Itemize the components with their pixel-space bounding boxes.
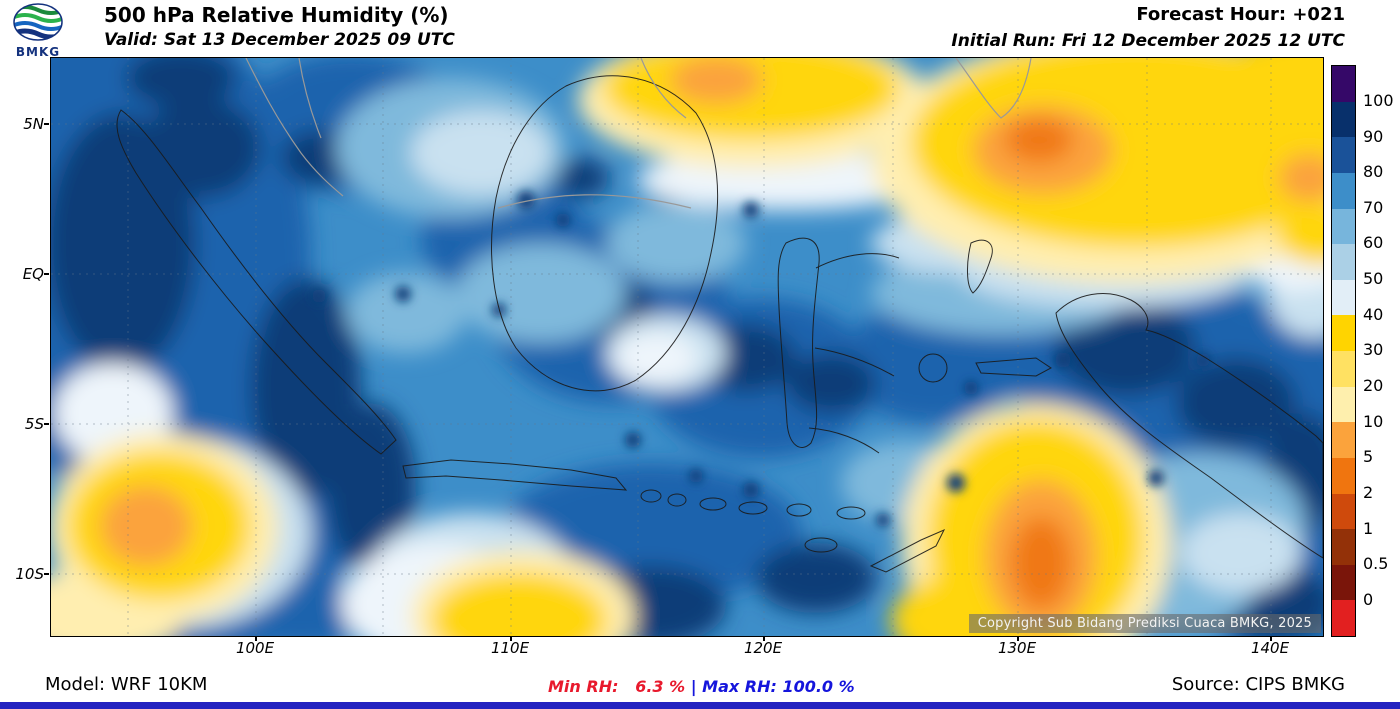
humidity-map: Copyright Sub Bidang Prediksi Cuaca BMKG… [50, 57, 1324, 637]
bmkg-logo: BMKG [10, 2, 66, 59]
humidity-cells-layer [312, 191, 1210, 527]
colorbar-segment [1332, 493, 1355, 530]
lon-tick [1270, 636, 1272, 641]
colorbar-label-40: 40 [1363, 305, 1384, 324]
colorbar-segment [1332, 600, 1355, 636]
lat-tick [44, 573, 49, 575]
colorbar-segment [1332, 529, 1355, 565]
lon-label-130e: 130E [997, 639, 1037, 657]
colorbar [1331, 65, 1356, 637]
minmax-rh-line: Min RH: 6.3 % | Max RH: 100.0 % [548, 677, 855, 696]
colorbar-label-0: 0 [1363, 590, 1374, 609]
colorbar-segment [1332, 422, 1355, 458]
colorbar-segment [1332, 315, 1355, 351]
colorbar-label-50: 50 [1363, 269, 1384, 288]
colorbar-label-20: 20 [1363, 376, 1384, 395]
page-title: 500 hPa Relative Humidity (%) [104, 3, 449, 27]
colorbar-segment [1332, 244, 1355, 280]
minmax-separator: | [690, 677, 697, 696]
lon-label-120e: 120E [743, 639, 783, 657]
humidity-field-canvas [51, 58, 1323, 636]
model-label: Model: WRF 10KM [45, 674, 208, 695]
colorbar-segment [1332, 66, 1355, 102]
colorbar-label-100: 100 [1363, 91, 1394, 110]
colorbar-label-30: 30 [1363, 340, 1384, 359]
colorbar-label-0p5: 0.5 [1363, 554, 1389, 573]
colorbar-segment [1332, 386, 1355, 423]
bmkg-logo-icon [13, 3, 63, 41]
colorbar-label-5: 5 [1363, 447, 1374, 466]
lat-tick [44, 273, 49, 275]
lat-label-5s: 5S [24, 415, 44, 433]
colorbar-label-10: 10 [1363, 412, 1384, 431]
graticule-layer [51, 58, 1323, 636]
colorbar-label-90: 90 [1363, 127, 1384, 146]
lat-tick [44, 123, 49, 125]
colorbar-segment [1332, 208, 1355, 245]
colorbar-label-1: 1 [1363, 519, 1374, 538]
lon-label-140e: 140E [1250, 639, 1290, 657]
colorbar-label-70: 70 [1363, 198, 1384, 217]
lon-tick [1017, 636, 1019, 641]
humidity-contours-layer [51, 58, 1323, 636]
lon-tick [510, 636, 512, 641]
colorbar-segment [1332, 564, 1355, 601]
colorbar-label-60: 60 [1363, 233, 1384, 252]
colorbar-segment [1332, 351, 1355, 387]
max-rh-value: 100.0 % [782, 677, 855, 696]
lat-tick [44, 423, 49, 425]
colorbar-segment [1332, 137, 1355, 173]
colorbar-segment [1332, 101, 1355, 138]
lon-tick [763, 636, 765, 641]
max-rh-label: Max RH: [702, 677, 777, 696]
lat-label-10s: 10S [15, 565, 44, 583]
borders-layer [245, 58, 1032, 209]
lat-label-5n: 5N [23, 115, 44, 133]
colorbar-label-80: 80 [1363, 162, 1384, 181]
initial-run-label: Initial Run: Fri 12 December 2025 12 UTC [951, 31, 1345, 51]
colorbar-segment [1332, 172, 1355, 209]
min-rh-value: 6.3 % [635, 677, 686, 696]
lon-label-110e: 110E [490, 639, 530, 657]
source-label: Source: CIPS BMKG [1171, 674, 1345, 695]
coastlines-layer [116, 75, 1323, 573]
lon-label-100e: 100E [235, 639, 275, 657]
colorbar-segment [1332, 279, 1355, 316]
lat-label-eq: EQ [22, 265, 44, 283]
min-rh-label: Min RH: [548, 677, 619, 696]
copyright-overlay: Copyright Sub Bidang Prediksi Cuaca BMKG… [968, 614, 1321, 633]
forecast-hour-label: Forecast Hour: +021 [1136, 4, 1345, 25]
bmkg-logo-text: BMKG [15, 45, 61, 59]
lon-tick [255, 636, 257, 641]
valid-time-label: Valid: Sat 13 December 2025 09 UTC [104, 30, 455, 50]
colorbar-segment [1332, 457, 1355, 494]
colorbar-label-2: 2 [1363, 483, 1374, 502]
bottom-accent-bar [0, 702, 1400, 709]
